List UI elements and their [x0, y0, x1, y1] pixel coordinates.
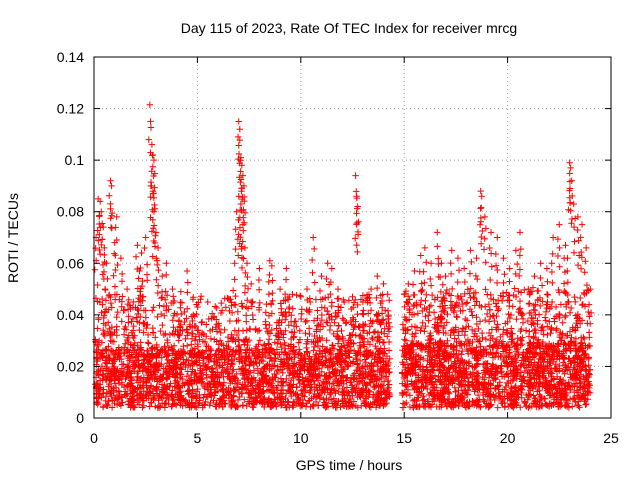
data-point	[102, 321, 110, 329]
data-point	[197, 293, 205, 300]
data-point	[268, 326, 276, 334]
data-point	[296, 292, 304, 299]
data-point	[367, 365, 375, 373]
data-point	[323, 318, 330, 326]
data-points	[91, 101, 595, 411]
data-point	[181, 308, 188, 316]
data-point	[235, 366, 243, 373]
data-point	[136, 326, 143, 334]
data-point	[213, 304, 220, 312]
data-point	[218, 299, 225, 307]
data-point	[225, 369, 232, 377]
data-point	[359, 310, 366, 317]
data-point	[128, 318, 135, 325]
data-point	[99, 347, 107, 354]
data-point	[101, 332, 109, 340]
data-point	[279, 369, 286, 377]
data-point	[262, 309, 270, 316]
data-point	[295, 346, 303, 353]
data-point	[164, 336, 171, 344]
data-point	[175, 317, 183, 324]
data-point	[305, 325, 313, 332]
data-point	[170, 342, 178, 349]
data-point	[234, 308, 242, 315]
data-point	[114, 308, 121, 316]
data-point	[140, 329, 147, 336]
data-point	[230, 366, 237, 373]
data-point	[370, 383, 377, 391]
data-point	[175, 337, 182, 344]
data-point	[371, 328, 379, 335]
data-point	[100, 329, 108, 337]
data-point	[146, 403, 153, 410]
data-point	[278, 343, 285, 351]
data-point	[256, 327, 263, 334]
data-point	[118, 356, 125, 363]
data-point	[212, 388, 219, 396]
data-point	[330, 395, 338, 402]
data-point	[313, 328, 320, 335]
data-point	[191, 337, 199, 344]
data-point	[207, 345, 214, 353]
data-point	[277, 340, 284, 348]
data-point	[177, 298, 184, 306]
data-point	[236, 393, 243, 401]
data-point	[260, 383, 267, 390]
data-point	[120, 331, 128, 338]
data-point	[221, 326, 228, 334]
data-point	[150, 304, 157, 311]
data-point	[331, 319, 338, 326]
data-point	[161, 343, 168, 350]
data-point	[156, 302, 163, 309]
data-point	[323, 337, 330, 344]
data-point	[278, 366, 286, 373]
data-point	[361, 343, 368, 350]
data-point	[144, 331, 152, 339]
data-point	[108, 404, 116, 411]
data-point	[246, 346, 253, 353]
data-point	[118, 318, 125, 325]
data-point	[275, 336, 282, 343]
data-point	[212, 303, 219, 310]
data-point	[212, 324, 219, 331]
data-point	[347, 317, 355, 325]
data-point	[239, 401, 246, 409]
data-point	[378, 371, 386, 379]
data-point	[330, 330, 337, 338]
